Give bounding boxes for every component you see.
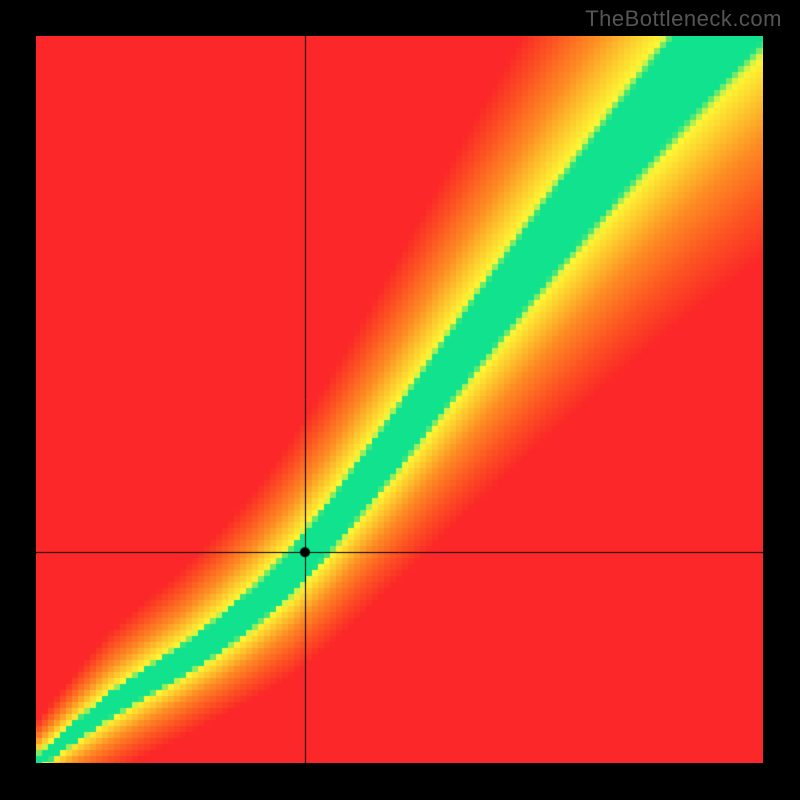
crosshair-overlay-canvas (36, 36, 763, 763)
image-root: TheBottleneck.com (0, 0, 800, 800)
watermark-text: TheBottleneck.com (585, 6, 782, 32)
